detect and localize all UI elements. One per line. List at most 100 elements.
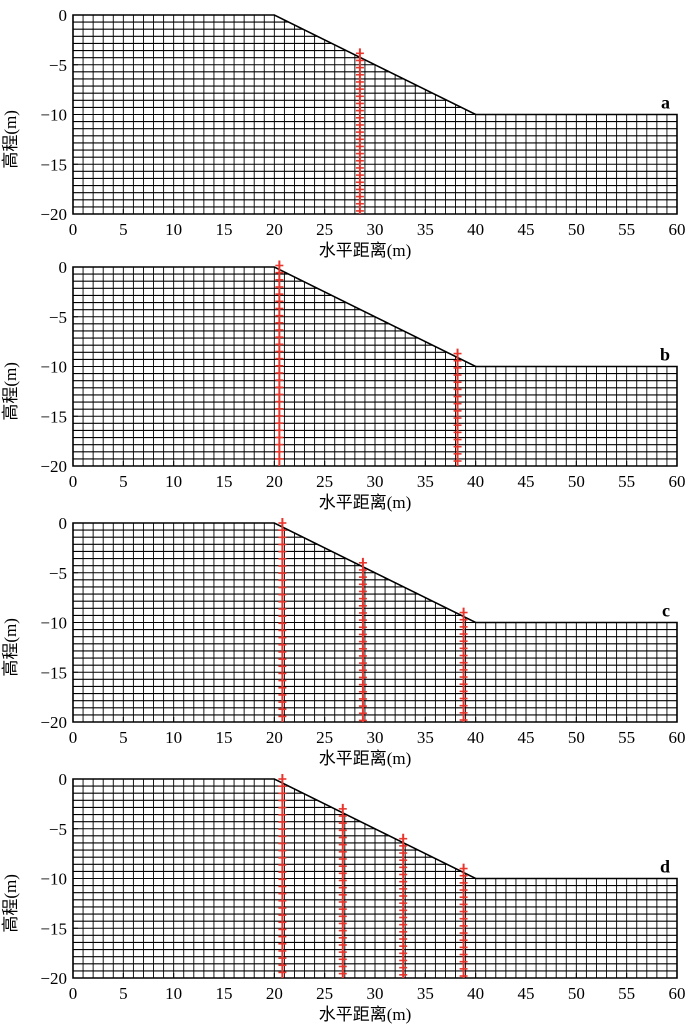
x-axis-title: 水平距离(m) bbox=[319, 749, 412, 768]
x-tick-label: 45 bbox=[518, 220, 535, 239]
y-tick-label: −15 bbox=[40, 919, 67, 938]
x-tick-label: 10 bbox=[165, 472, 182, 491]
x-axis-title: 水平距离(m) bbox=[319, 241, 412, 260]
y-tick-label: −20 bbox=[40, 457, 67, 476]
panel-b: 0 5 10 15 20 25 30 35 40 45 50 55 60 0 −5 −10 −15 −20 水平距离… bbox=[0, 252, 700, 512]
y-tick-label: −20 bbox=[40, 969, 67, 988]
x-tick-label: 25 bbox=[316, 984, 333, 1003]
x-tick-label: 10 bbox=[165, 984, 182, 1003]
panel-letter: d bbox=[660, 857, 670, 877]
x-tick-label: 45 bbox=[518, 472, 535, 491]
x-tick-label: 35 bbox=[417, 472, 434, 491]
x-tick-label: 35 bbox=[417, 984, 434, 1003]
panel-svg: 0 5 10 15 20 25 30 35 40 45 50 55 60 0 −5 −10 −15 −20 水平距离… bbox=[1, 6, 686, 260]
x-tick-label: 60 bbox=[669, 220, 686, 239]
y-tick-label: −10 bbox=[40, 106, 67, 125]
y-tick-label: −5 bbox=[49, 308, 67, 327]
reinforcement-pile bbox=[459, 863, 468, 978]
x-tick-label: 5 bbox=[119, 984, 128, 1003]
x-axis-title: 水平距离(m) bbox=[319, 493, 412, 512]
x-tick-label: 30 bbox=[367, 220, 384, 239]
x-tick-label: 45 bbox=[518, 984, 535, 1003]
x-tick-label: 25 bbox=[316, 472, 333, 491]
x-tick-label: 45 bbox=[518, 728, 535, 747]
reinforcement-pile bbox=[453, 348, 462, 466]
y-axis-title: 高程(m) bbox=[1, 110, 20, 169]
reinforcement-pile bbox=[275, 260, 284, 466]
reinforcement-pile bbox=[278, 518, 287, 722]
panel-svg: 0 5 10 15 20 25 30 35 40 45 50 55 60 0 −5 −10 −15 −20 水平距离… bbox=[1, 770, 686, 1024]
panel-c: 0 5 10 15 20 25 30 35 40 45 50 55 60 0 −5 −10 −15 −20 水平距离… bbox=[0, 508, 700, 768]
x-tick-label: 30 bbox=[367, 984, 384, 1003]
x-tick-label: 10 bbox=[165, 728, 182, 747]
x-tick-label: 35 bbox=[417, 220, 434, 239]
y-tick-label: 0 bbox=[59, 6, 68, 25]
y-tick-label: 0 bbox=[59, 514, 68, 533]
panel-a: 0 5 10 15 20 25 30 35 40 45 50 55 60 0 −5 −10 −15 −20 水平距离… bbox=[0, 0, 700, 260]
x-tick-label: 35 bbox=[417, 728, 434, 747]
x-tick-label: 0 bbox=[69, 220, 78, 239]
x-tick-label: 0 bbox=[69, 472, 78, 491]
x-tick-label: 20 bbox=[266, 984, 283, 1003]
reinforcement-pile bbox=[358, 557, 367, 722]
reinforcement-pile bbox=[355, 48, 364, 214]
panel-svg: 0 5 10 15 20 25 30 35 40 45 50 55 60 0 −5 −10 −15 −20 水平距离… bbox=[1, 258, 686, 512]
y-tick-label: −5 bbox=[49, 56, 67, 75]
y-tick-label: −10 bbox=[40, 614, 67, 633]
y-tick-label: −15 bbox=[40, 155, 67, 174]
y-tick-label: 0 bbox=[59, 258, 68, 277]
x-tick-label: 0 bbox=[69, 728, 78, 747]
y-tick-label: −5 bbox=[49, 820, 67, 839]
x-tick-label: 30 bbox=[367, 728, 384, 747]
x-axis-title: 水平距离(m) bbox=[319, 1005, 412, 1024]
x-tick-label: 15 bbox=[216, 728, 233, 747]
x-tick-label: 5 bbox=[119, 472, 128, 491]
x-tick-label: 50 bbox=[568, 728, 585, 747]
x-tick-label: 40 bbox=[467, 728, 484, 747]
x-tick-label: 40 bbox=[467, 984, 484, 1003]
x-tick-label: 50 bbox=[568, 220, 585, 239]
x-tick-label: 55 bbox=[618, 984, 635, 1003]
x-tick-label: 60 bbox=[669, 984, 686, 1003]
reinforcement-pile bbox=[459, 607, 468, 722]
panel-d: 0 5 10 15 20 25 30 35 40 45 50 55 60 0 −5 −10 −15 −20 水平距离… bbox=[0, 764, 700, 1024]
panel-letter: c bbox=[662, 601, 670, 621]
panel-letter: a bbox=[661, 93, 670, 113]
x-tick-label: 20 bbox=[266, 220, 283, 239]
x-tick-label: 40 bbox=[467, 220, 484, 239]
y-axis-title: 高程(m) bbox=[1, 362, 20, 421]
y-tick-label: −5 bbox=[49, 564, 67, 583]
reinforcement-pile bbox=[338, 803, 347, 978]
x-tick-label: 50 bbox=[568, 984, 585, 1003]
x-tick-label: 15 bbox=[216, 984, 233, 1003]
x-tick-label: 15 bbox=[216, 472, 233, 491]
x-tick-label: 0 bbox=[69, 984, 78, 1003]
x-tick-label: 55 bbox=[618, 472, 635, 491]
x-tick-label: 5 bbox=[119, 220, 128, 239]
x-tick-label: 60 bbox=[669, 472, 686, 491]
x-tick-label: 15 bbox=[216, 220, 233, 239]
x-tick-label: 25 bbox=[316, 220, 333, 239]
x-tick-label: 55 bbox=[618, 728, 635, 747]
x-tick-label: 30 bbox=[367, 472, 384, 491]
reinforcement-pile bbox=[399, 833, 408, 978]
x-tick-label: 10 bbox=[165, 220, 182, 239]
x-tick-label: 40 bbox=[467, 472, 484, 491]
x-tick-label: 20 bbox=[266, 728, 283, 747]
y-tick-label: −20 bbox=[40, 205, 67, 224]
x-tick-label: 5 bbox=[119, 728, 128, 747]
panel-letter: b bbox=[660, 345, 670, 365]
y-tick-label: −10 bbox=[40, 358, 67, 377]
x-tick-label: 25 bbox=[316, 728, 333, 747]
x-tick-label: 55 bbox=[618, 220, 635, 239]
x-tick-label: 60 bbox=[669, 728, 686, 747]
panel-svg: 0 5 10 15 20 25 30 35 40 45 50 55 60 0 −5 −10 −15 −20 水平距离… bbox=[1, 514, 686, 768]
y-axis-title: 高程(m) bbox=[1, 874, 20, 933]
y-axis-title: 高程(m) bbox=[1, 618, 20, 677]
reinforcement-pile bbox=[278, 774, 287, 978]
y-tick-label: −10 bbox=[40, 870, 67, 889]
y-tick-label: −15 bbox=[40, 663, 67, 682]
y-tick-label: 0 bbox=[59, 770, 68, 789]
x-tick-label: 50 bbox=[568, 472, 585, 491]
